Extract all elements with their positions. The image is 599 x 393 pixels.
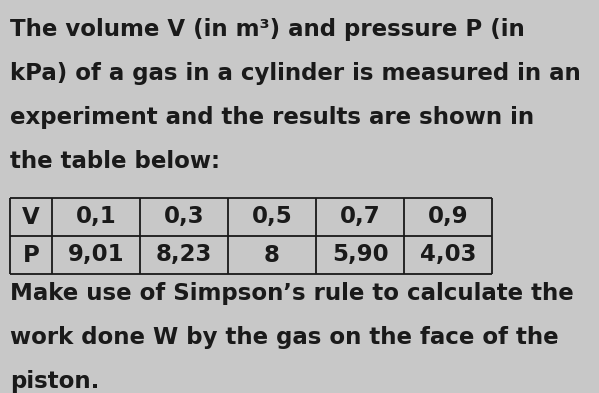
Text: 0,1: 0,1 bbox=[75, 206, 116, 228]
Text: 8: 8 bbox=[264, 244, 280, 266]
Text: work done W by the gas on the face of the: work done W by the gas on the face of th… bbox=[10, 326, 559, 349]
Text: 0,5: 0,5 bbox=[252, 206, 292, 228]
Text: the table below:: the table below: bbox=[10, 150, 220, 173]
Text: The volume V (in m³) and pressure P (in: The volume V (in m³) and pressure P (in bbox=[10, 18, 525, 41]
Text: 0,7: 0,7 bbox=[340, 206, 380, 228]
Text: piston.: piston. bbox=[10, 370, 99, 393]
Text: experiment and the results are shown in: experiment and the results are shown in bbox=[10, 106, 534, 129]
Text: 8,23: 8,23 bbox=[156, 244, 212, 266]
Text: 9,01: 9,01 bbox=[68, 244, 125, 266]
Text: 0,9: 0,9 bbox=[428, 206, 468, 228]
Text: P: P bbox=[23, 244, 40, 266]
Text: kPa) of a gas in a cylinder is measured in an: kPa) of a gas in a cylinder is measured … bbox=[10, 62, 581, 85]
Text: V: V bbox=[22, 206, 40, 228]
Text: Make use of Simpson’s rule to calculate the: Make use of Simpson’s rule to calculate … bbox=[10, 282, 574, 305]
Text: 4,03: 4,03 bbox=[420, 244, 476, 266]
Text: 0,3: 0,3 bbox=[164, 206, 204, 228]
Text: 5,90: 5,90 bbox=[332, 244, 388, 266]
